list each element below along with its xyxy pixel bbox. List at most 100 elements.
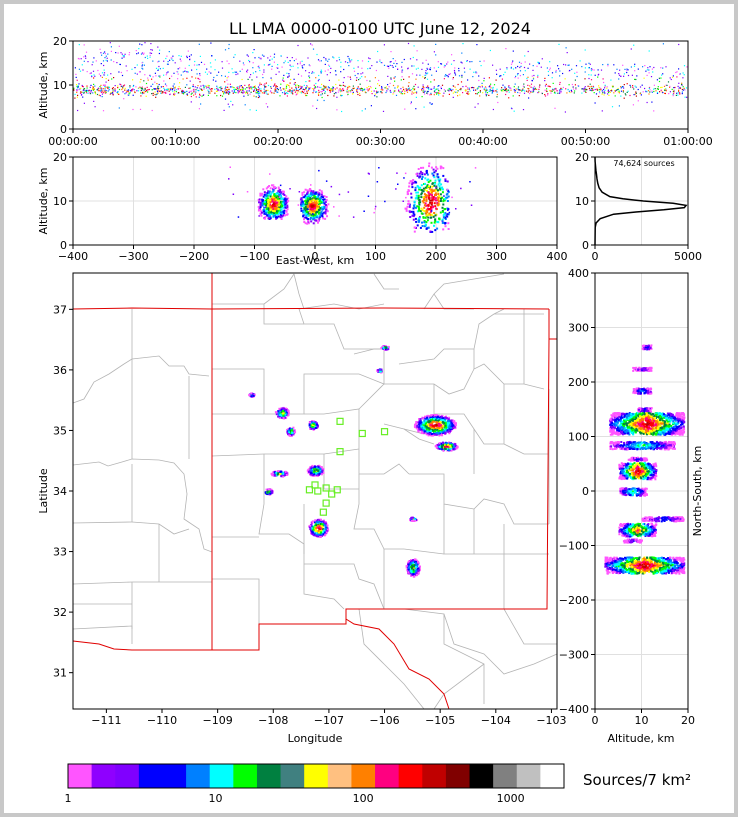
time-height-source — [324, 92, 326, 94]
time-height-source — [206, 86, 208, 88]
time-height-source — [158, 75, 160, 77]
time-height-source — [463, 67, 465, 69]
time-height-source — [100, 84, 102, 86]
plan-view-source — [277, 410, 280, 413]
time-height-source — [460, 87, 462, 90]
time-height-source — [677, 94, 679, 96]
time-height-source — [93, 83, 95, 85]
time-height-source — [472, 76, 474, 78]
time-height-source — [504, 71, 506, 73]
time-height-source — [155, 96, 157, 98]
time-height-source — [390, 51, 392, 53]
time-height-source — [283, 92, 286, 94]
plan-view-source — [324, 524, 327, 527]
time-height-source — [151, 49, 153, 51]
time-height-source — [223, 91, 225, 93]
time-height-source — [392, 58, 394, 60]
time-height-source — [195, 77, 197, 79]
time-height-source — [360, 73, 362, 75]
east-west-source — [265, 198, 268, 201]
time-height-source — [679, 93, 681, 95]
time-height-source — [412, 56, 414, 59]
time-height-source — [524, 61, 526, 63]
time-height-source — [228, 63, 230, 65]
time-height-source — [286, 95, 288, 97]
plan-view-source — [416, 424, 419, 427]
east-west-source — [425, 227, 428, 230]
plan-view-source — [322, 528, 325, 531]
time-height-source — [358, 79, 360, 81]
time-height-source — [252, 62, 254, 64]
time-height-source — [482, 92, 484, 94]
time-height-source — [637, 100, 639, 102]
time-height-source — [376, 91, 378, 93]
time-height-source — [646, 69, 648, 71]
time-height-source — [235, 92, 237, 94]
time-height-source — [607, 63, 609, 65]
time-height-source — [493, 90, 495, 92]
east-west-source — [279, 211, 282, 214]
east-west-source — [246, 191, 249, 193]
east-west-source — [438, 187, 441, 190]
time-height-source — [114, 85, 116, 87]
time-height-source — [289, 60, 291, 62]
time-height-source — [369, 58, 371, 60]
plan-view-source — [427, 424, 430, 427]
time-height-source — [356, 91, 358, 93]
time-height-source — [581, 88, 583, 90]
time-height-source — [517, 91, 519, 94]
time-height-source — [533, 90, 535, 92]
plan-view-source — [416, 425, 419, 428]
time-height-source — [476, 93, 478, 95]
time-height-source — [232, 104, 234, 106]
time-height-source — [211, 55, 213, 57]
plan-view-source — [428, 422, 431, 425]
time-height-source — [527, 50, 529, 53]
time-height-source — [163, 60, 165, 62]
time-height-source — [604, 92, 606, 94]
time-height-source — [453, 91, 456, 93]
time-height-source — [271, 58, 273, 60]
time-height-source — [460, 89, 462, 91]
east-west-source — [434, 205, 437, 208]
time-height-source — [495, 79, 497, 81]
east-west-source — [434, 218, 437, 221]
plan-view-source — [449, 428, 452, 431]
time-height-source — [662, 73, 664, 75]
time-height-source — [408, 82, 410, 84]
time-height-source — [399, 91, 401, 93]
time-height-source — [407, 85, 410, 87]
time-height-source — [532, 65, 534, 67]
plan-view-source — [285, 473, 288, 476]
time-height-source — [264, 90, 266, 92]
time-height-source — [108, 89, 110, 91]
time-height-source — [568, 84, 570, 86]
time-height-source — [608, 90, 610, 93]
time-height-source — [153, 88, 155, 90]
plan-view-source — [452, 446, 455, 449]
time-height-source — [315, 91, 318, 93]
east-west-source — [310, 203, 313, 206]
time-height-xtick-label: 00:00:00 — [48, 135, 97, 148]
time-height-source — [583, 88, 585, 90]
time-height-source — [443, 89, 445, 91]
plan-view-source — [272, 471, 275, 474]
plan-view-source — [319, 527, 322, 530]
east-west-source — [413, 181, 416, 184]
time-height-source — [100, 91, 102, 93]
plan-view-source — [413, 564, 416, 567]
east-west-source — [338, 215, 340, 217]
time-height-source — [555, 87, 557, 90]
time-height-source — [106, 60, 108, 62]
time-height-source — [159, 76, 161, 78]
time-height-source — [389, 89, 391, 92]
time-height-source — [679, 92, 681, 94]
time-height-source — [247, 94, 249, 96]
plan-view-source — [319, 471, 322, 474]
time-height-source — [327, 94, 329, 97]
time-height-source — [527, 84, 529, 86]
time-height-source — [377, 50, 379, 53]
time-height-source — [228, 88, 230, 90]
time-height-source — [522, 109, 525, 111]
time-height-source — [340, 61, 342, 63]
